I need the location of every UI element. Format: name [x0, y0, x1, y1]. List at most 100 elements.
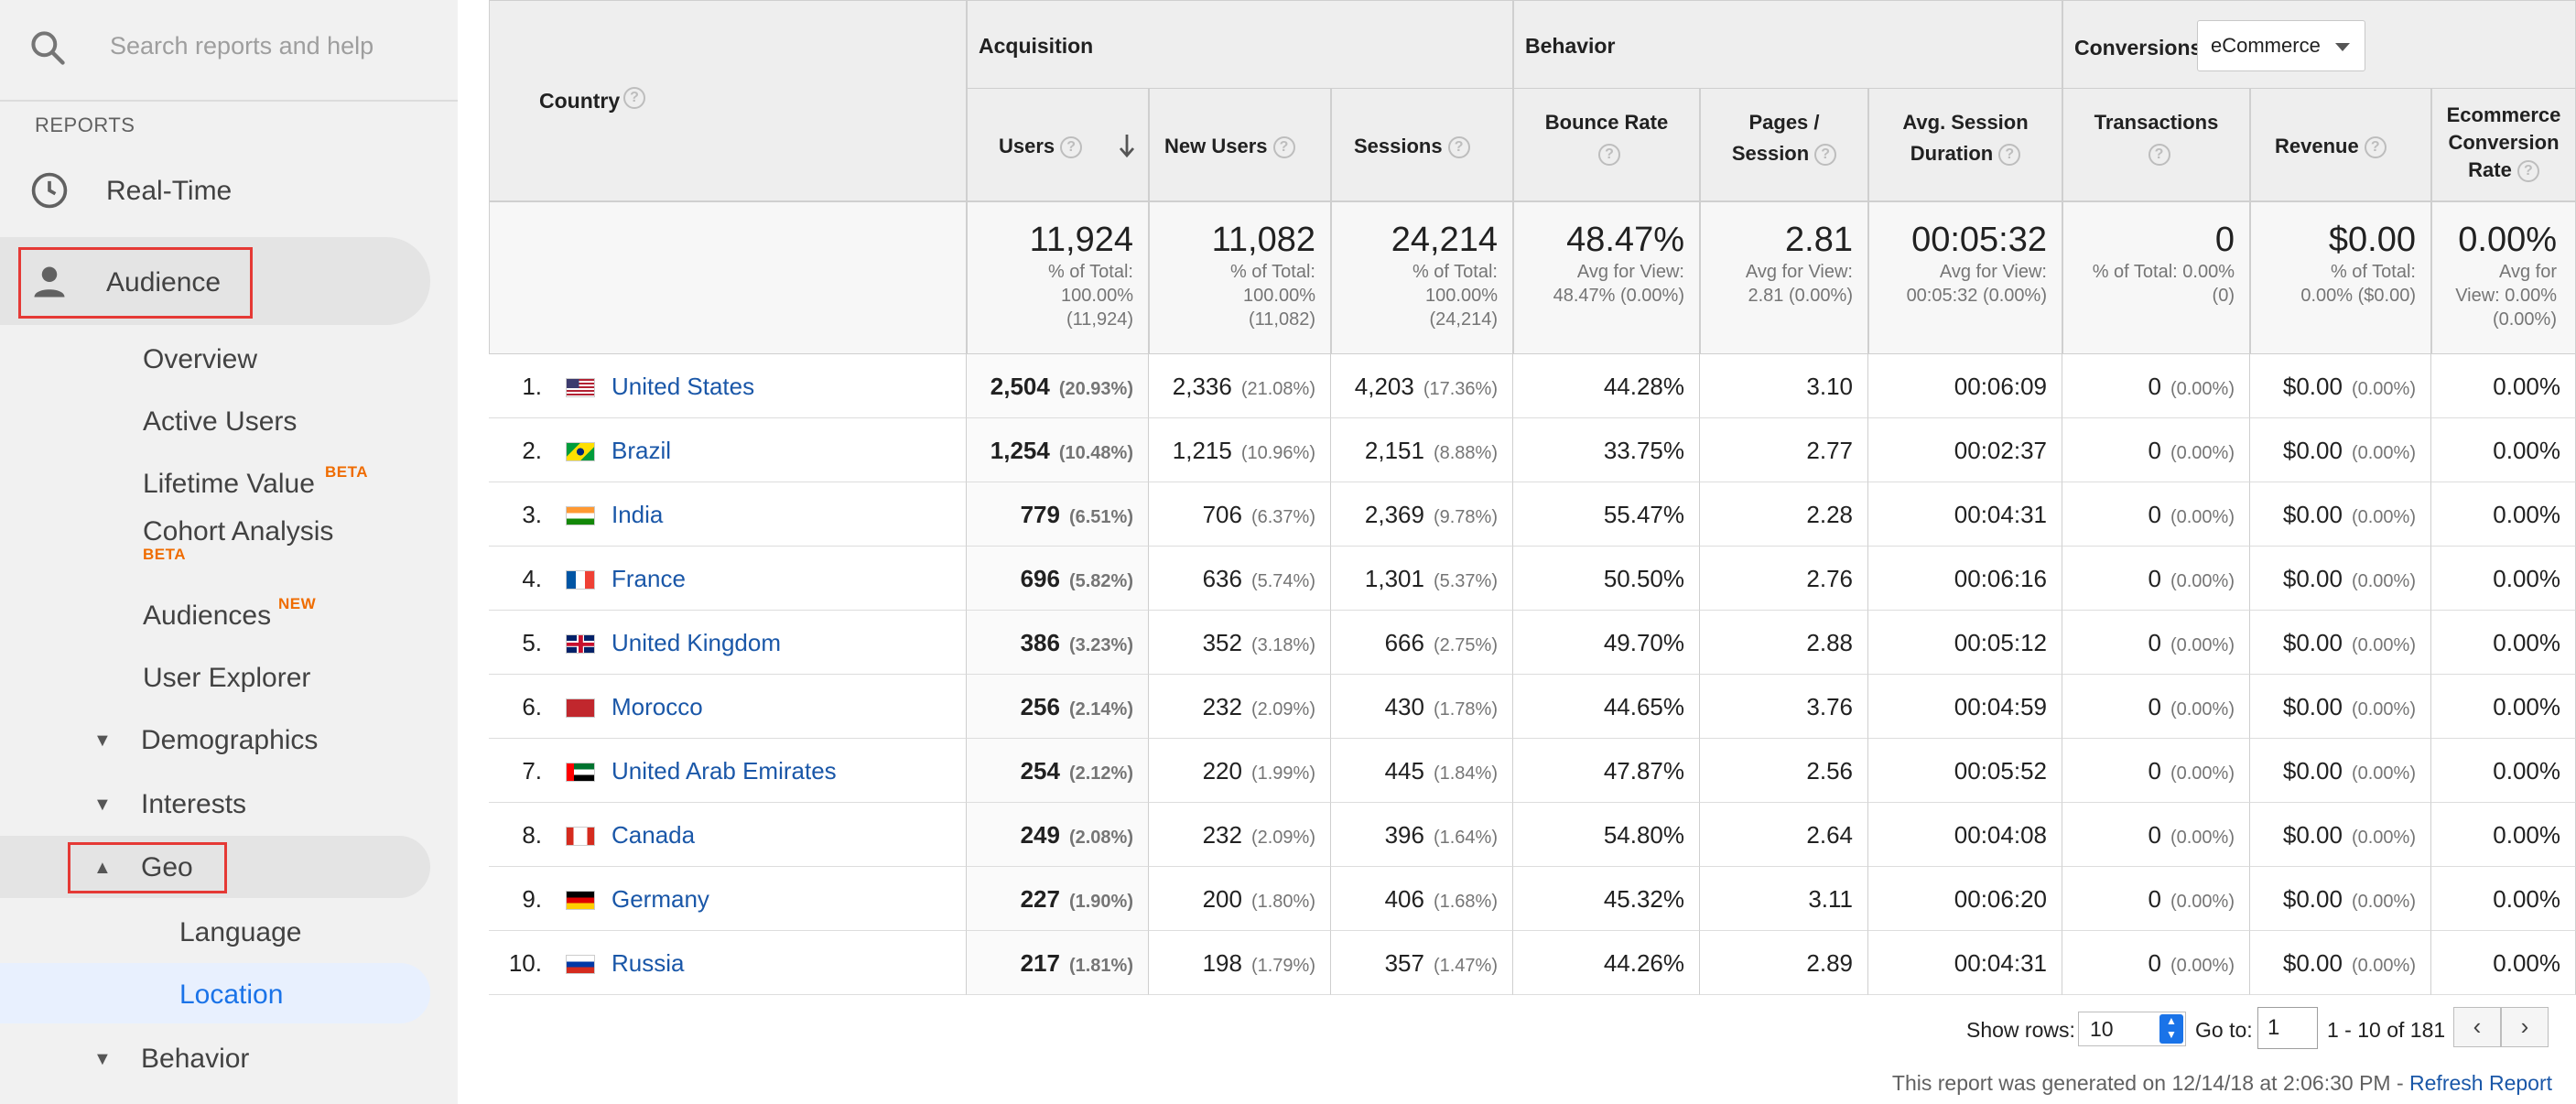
country-link[interactable]: Germany — [612, 885, 709, 913]
help-icon[interactable]: ? — [1447, 136, 1470, 159]
sidebar-item-overview[interactable]: Overview — [143, 344, 258, 374]
search-bar[interactable]: Search reports and help — [0, 0, 458, 99]
cell-pages: 2.76 — [1700, 547, 1868, 611]
cell-pages: 3.76 — [1700, 675, 1868, 739]
sidebar-item-language[interactable]: Language — [179, 917, 302, 947]
sidebar: Search reports and help REPORTS Real-Tim… — [0, 0, 458, 1104]
cell-users: 779 (6.51%) — [967, 482, 1149, 547]
goto-input[interactable]: 1 — [2257, 1007, 2318, 1049]
conversions-select[interactable]: eCommerce — [2197, 20, 2365, 71]
group-conversions-label: Conversions — [2074, 36, 2203, 60]
sidebar-item-location[interactable]: Location — [179, 980, 284, 1010]
sidebar-item-location-bg — [0, 963, 430, 1023]
totals-avg-duration-line1: Avg for View: — [1939, 262, 2047, 282]
sidebar-item-audience[interactable]: Audience — [106, 267, 222, 298]
help-icon[interactable]: ? — [1814, 144, 1837, 167]
row-rank: 10. — [508, 949, 542, 977]
flag-br-icon — [566, 442, 595, 461]
percent-new_users: (3.18%) — [1250, 635, 1315, 655]
col-bounce-rate[interactable]: Bounce Rate ? — [1513, 88, 1700, 201]
row-rank: 7. — [522, 757, 542, 785]
cell-ecr: 0.00% — [2431, 611, 2576, 675]
col-revenue[interactable]: Revenue? — [2250, 88, 2431, 201]
cell-new_users: 220 (1.99%) — [1149, 739, 1331, 803]
percent-revenue: (0.00%) — [2351, 443, 2416, 463]
sidebar-item-interests[interactable]: Interests — [141, 789, 247, 819]
country-link[interactable]: United Arab Emirates — [612, 757, 837, 785]
sort-descending-icon[interactable] — [1118, 133, 1136, 158]
value-duration: 00:04:31 — [1954, 949, 2047, 977]
cell-sessions: 666 (2.75%) — [1331, 611, 1513, 675]
cell-pages: 2.88 — [1700, 611, 1868, 675]
value-duration: 00:05:52 — [1954, 757, 2047, 785]
cell-bounce: 55.47% — [1513, 482, 1700, 547]
country-link[interactable]: Morocco — [612, 693, 703, 720]
col-avg-session-duration[interactable]: Avg. Session Duration? — [1868, 88, 2062, 201]
country-link[interactable]: France — [612, 565, 686, 592]
help-icon[interactable]: ? — [2516, 160, 2539, 183]
col-sessions[interactable]: Sessions? — [1331, 88, 1513, 201]
country-cell: 2. Brazil — [489, 418, 967, 482]
col-users[interactable]: Users? — [967, 88, 1149, 201]
percent-sessions: (8.88%) — [1433, 443, 1498, 463]
next-page-button[interactable]: › — [2501, 1007, 2549, 1047]
country-header[interactable]: Country? — [489, 0, 967, 201]
sidebar-item-realtime[interactable]: Real-Time — [106, 176, 233, 206]
country-link[interactable]: Russia — [612, 949, 685, 977]
cell-sessions: 2,369 (9.78%) — [1331, 482, 1513, 547]
cell-sessions: 406 (1.68%) — [1331, 867, 1513, 931]
col-transactions[interactable]: Transactions ? — [2062, 88, 2250, 201]
help-icon[interactable]: ? — [623, 87, 645, 109]
col-pages-session[interactable]: Pages / Session? — [1700, 88, 1868, 201]
stepper-icon[interactable]: ▲ ▼ — [2159, 1014, 2183, 1044]
percent-revenue: (0.00%) — [2351, 763, 2416, 784]
totals-new-users: 11,082 % of Total: 100.00% (11,082) — [1149, 201, 1331, 354]
show-rows-select[interactable]: 10 ▲ ▼ — [2078, 1012, 2186, 1046]
help-icon[interactable]: ? — [2364, 136, 2387, 159]
sidebar-item-user-explorer[interactable]: User Explorer — [143, 663, 311, 693]
help-icon[interactable]: ? — [2148, 144, 2170, 167]
cell-revenue: $0.00 (0.00%) — [2250, 611, 2431, 675]
flag-ae-icon — [566, 763, 595, 782]
country-link[interactable]: Canada — [612, 821, 696, 849]
col-users-label: Users — [999, 135, 1055, 157]
value-ecr: 0.00% — [2493, 565, 2560, 592]
cell-revenue: $0.00 (0.00%) — [2250, 675, 2431, 739]
cell-trans: 0 (0.00%) — [2062, 354, 2250, 418]
percent-users: (3.23%) — [1068, 635, 1133, 655]
chevron-left-icon: ‹ — [2473, 1012, 2482, 1040]
help-icon[interactable]: ? — [1998, 144, 2021, 167]
country-link[interactable]: United States — [612, 373, 755, 400]
value-pages: 2.89 — [1806, 949, 1853, 977]
help-icon[interactable]: ? — [1598, 144, 1620, 167]
sidebar-item-demographics[interactable]: Demographics — [141, 725, 319, 755]
search-input[interactable]: Search reports and help — [110, 32, 374, 60]
percent-new_users: (10.96%) — [1240, 443, 1315, 463]
cell-pages: 2.77 — [1700, 418, 1868, 482]
sidebar-item-cohort-analysis[interactable]: Cohort Analysis — [143, 516, 334, 547]
country-header-label: Country — [539, 89, 621, 113]
cell-bounce: 44.28% — [1513, 354, 1700, 418]
sidebar-item-behavior[interactable]: Behavior — [141, 1044, 250, 1074]
value-bounce: 54.80% — [1603, 821, 1684, 849]
refresh-report-link[interactable]: Refresh Report — [2409, 1071, 2552, 1095]
country-link[interactable]: United Kingdom — [612, 629, 781, 656]
percent-trans: (0.00%) — [2170, 892, 2235, 912]
cell-sessions: 1,301 (5.37%) — [1331, 547, 1513, 611]
help-icon[interactable]: ? — [1272, 136, 1295, 159]
col-new-users[interactable]: New Users? — [1149, 88, 1331, 201]
country-link[interactable]: India — [612, 501, 664, 528]
sidebar-item-geo[interactable]: Geo — [141, 852, 193, 882]
row-rank: 1. — [522, 373, 542, 400]
sidebar-item-active-users[interactable]: Active Users — [143, 406, 298, 437]
country-link[interactable]: Brazil — [612, 437, 672, 464]
value-sessions: 2,151 — [1364, 437, 1424, 464]
help-icon[interactable]: ? — [1060, 136, 1083, 159]
highlight-audience — [18, 247, 253, 319]
sidebar-item-audiences[interactable]: Audiences — [143, 601, 272, 631]
col-ecommerce-conversion-rate[interactable]: Ecommerce Conversion Rate? — [2431, 88, 2576, 201]
cell-pages: 2.28 — [1700, 482, 1868, 547]
sidebar-item-lifetime-value[interactable]: Lifetime Value — [143, 469, 315, 499]
previous-page-button[interactable]: ‹ — [2453, 1007, 2501, 1047]
value-bounce: 50.50% — [1603, 565, 1684, 592]
